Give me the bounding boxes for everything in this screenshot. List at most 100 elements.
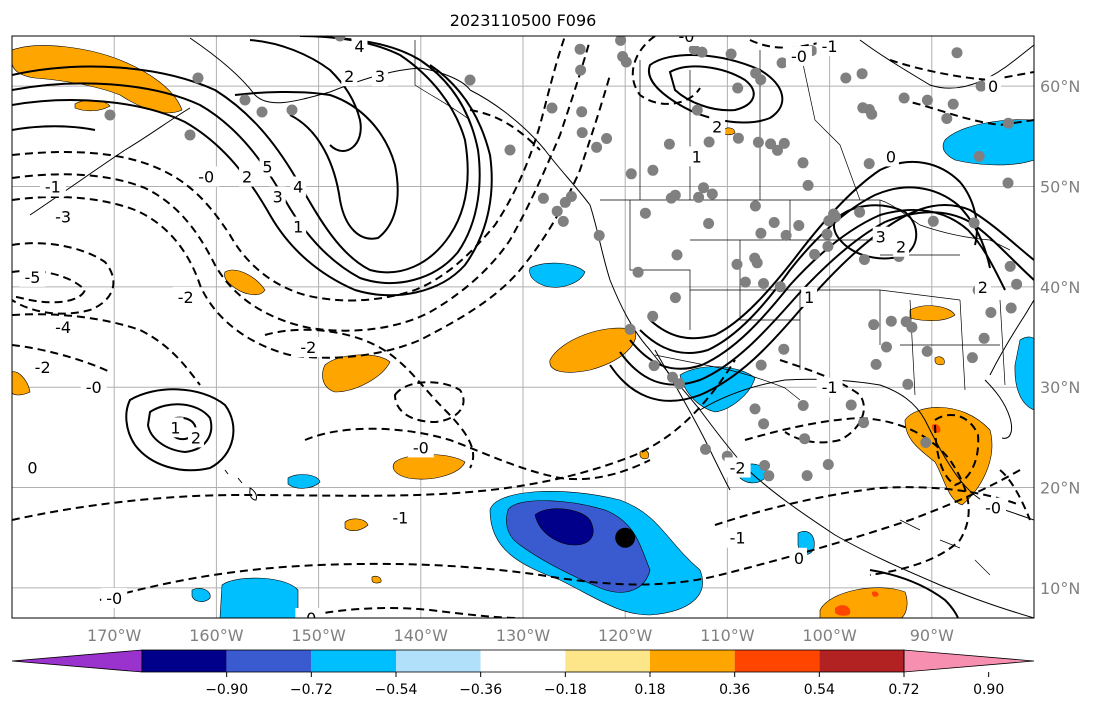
negative-contour-line: [714, 486, 1021, 526]
latitude-tick-label: 40°N: [1040, 278, 1080, 297]
station-dot: [239, 94, 251, 106]
station-dot: [739, 276, 751, 288]
station-dot: [615, 36, 627, 46]
contour-label: -2: [35, 358, 51, 377]
station-dot: [822, 240, 834, 252]
station-dot: [624, 323, 636, 335]
station-dot: [667, 371, 678, 383]
colorbar-segment: [142, 650, 227, 672]
contour-label: 2: [978, 278, 988, 297]
blue-shade-region: [219, 577, 299, 618]
positive-contour-line: [146, 403, 213, 454]
hudson-coastline: [859, 39, 1034, 89]
colorbar-tick-label: −0.18: [544, 682, 587, 698]
latitude-tick-label: 20°N: [1040, 479, 1080, 498]
station-dot: [731, 258, 743, 270]
contour-label-halo: [872, 226, 889, 247]
positive-contour-line: [234, 90, 399, 240]
station-dot: [703, 136, 715, 148]
contour-label: -0: [985, 499, 1001, 518]
contour-label: 3: [876, 228, 886, 247]
station-dot: [921, 94, 933, 106]
contour-label: -0: [106, 589, 122, 608]
station-dot: [941, 113, 953, 124]
longitude-tick-label: 90°W: [910, 626, 954, 645]
contour-label: -5: [24, 268, 40, 287]
station-dot: [625, 168, 637, 180]
contour-label: -0: [679, 27, 695, 46]
blue-shade-region: [1014, 336, 1034, 411]
orange-shade-region: [549, 327, 637, 373]
contour-label: 1: [692, 147, 702, 166]
contour-label-halo: [24, 457, 41, 478]
contour-label: -0: [791, 47, 807, 66]
contour-label: 4: [354, 37, 364, 56]
station-dot: [863, 158, 875, 170]
contour-label-halo: [29, 357, 56, 378]
colorbar-segment: [480, 650, 566, 672]
orange-shade-region: [224, 269, 266, 296]
positive-contour-line: [12, 37, 481, 284]
storm-center-marker: [615, 527, 636, 548]
station-dot: [870, 358, 882, 370]
alaska-coastline: [189, 37, 471, 104]
station-dot: [104, 109, 116, 121]
red-shade-region: [872, 591, 879, 597]
station-dot: [774, 281, 786, 293]
station-dot: [772, 144, 783, 156]
longitude-labels: 170°W 160°W 150°W 140°W 130°W 120°W 110°W 100°W…: [87, 626, 954, 645]
longitude-tick-label: 160°W: [189, 626, 244, 645]
florida-coastline: [984, 379, 1013, 439]
contour-label-halo: [790, 547, 807, 568]
station-dot: [334, 36, 346, 42]
negative-contour-line: [264, 328, 475, 469]
contour-label-halo: [882, 146, 899, 167]
station-dot: [985, 307, 997, 318]
contour-label-halo: [295, 337, 322, 358]
contour-label: -1: [45, 178, 61, 197]
east-coastline: [989, 299, 1034, 376]
station-dot: [898, 92, 910, 104]
station-dot: [797, 400, 809, 411]
negative-contour-line: [99, 469, 1021, 601]
station-dot: [780, 229, 792, 241]
contour-label: -1: [822, 37, 838, 56]
longitude-tick-label: 110°W: [700, 626, 755, 645]
negative-contour-line: [933, 414, 980, 487]
dark-blue-shade-region: [534, 508, 594, 546]
station-dot: [749, 403, 761, 415]
colorbar-segment: [565, 650, 650, 672]
negative-contour-line: [12, 39, 591, 332]
station-dot: [821, 228, 833, 240]
canada-provincial-borders: [639, 49, 861, 201]
station-dot: [856, 68, 868, 80]
contour-label-halo: [724, 527, 751, 548]
station-dot: [858, 417, 870, 429]
station-dot: [822, 459, 834, 470]
negative-contours: [12, 36, 1034, 618]
station-dot: [828, 208, 840, 220]
contour-label: -4: [55, 318, 71, 337]
contour-label: 2: [344, 67, 354, 86]
station-dot: [857, 102, 869, 114]
station-dot: [758, 418, 770, 430]
red-shade-region: [835, 605, 851, 616]
contour-label: -2: [178, 288, 194, 307]
contour-label-halo: [172, 286, 199, 307]
contour-label-halo: [724, 457, 751, 478]
station-dot: [632, 266, 644, 278]
contour-labels: 42 354321-1-0-3-5-4-2-2-0-2120-0-1-0-0-0-…: [19, 27, 1007, 618]
colorbar-segment: [396, 650, 481, 672]
station-dot: [927, 215, 939, 227]
contour-label-halo: [101, 587, 128, 608]
contour-label: 4: [293, 178, 303, 197]
colorbar-tick-label: 0.18: [634, 682, 665, 698]
negative-contour-line: [779, 359, 865, 444]
station-dot: [797, 157, 809, 169]
contour-label-halo: [80, 377, 107, 398]
negative-contour-line: [999, 469, 1031, 521]
colorbar-tick-label: −0.36: [459, 682, 502, 698]
station-dot: [778, 343, 790, 355]
station-dot: [669, 189, 681, 201]
contour-label-halo: [259, 156, 276, 177]
